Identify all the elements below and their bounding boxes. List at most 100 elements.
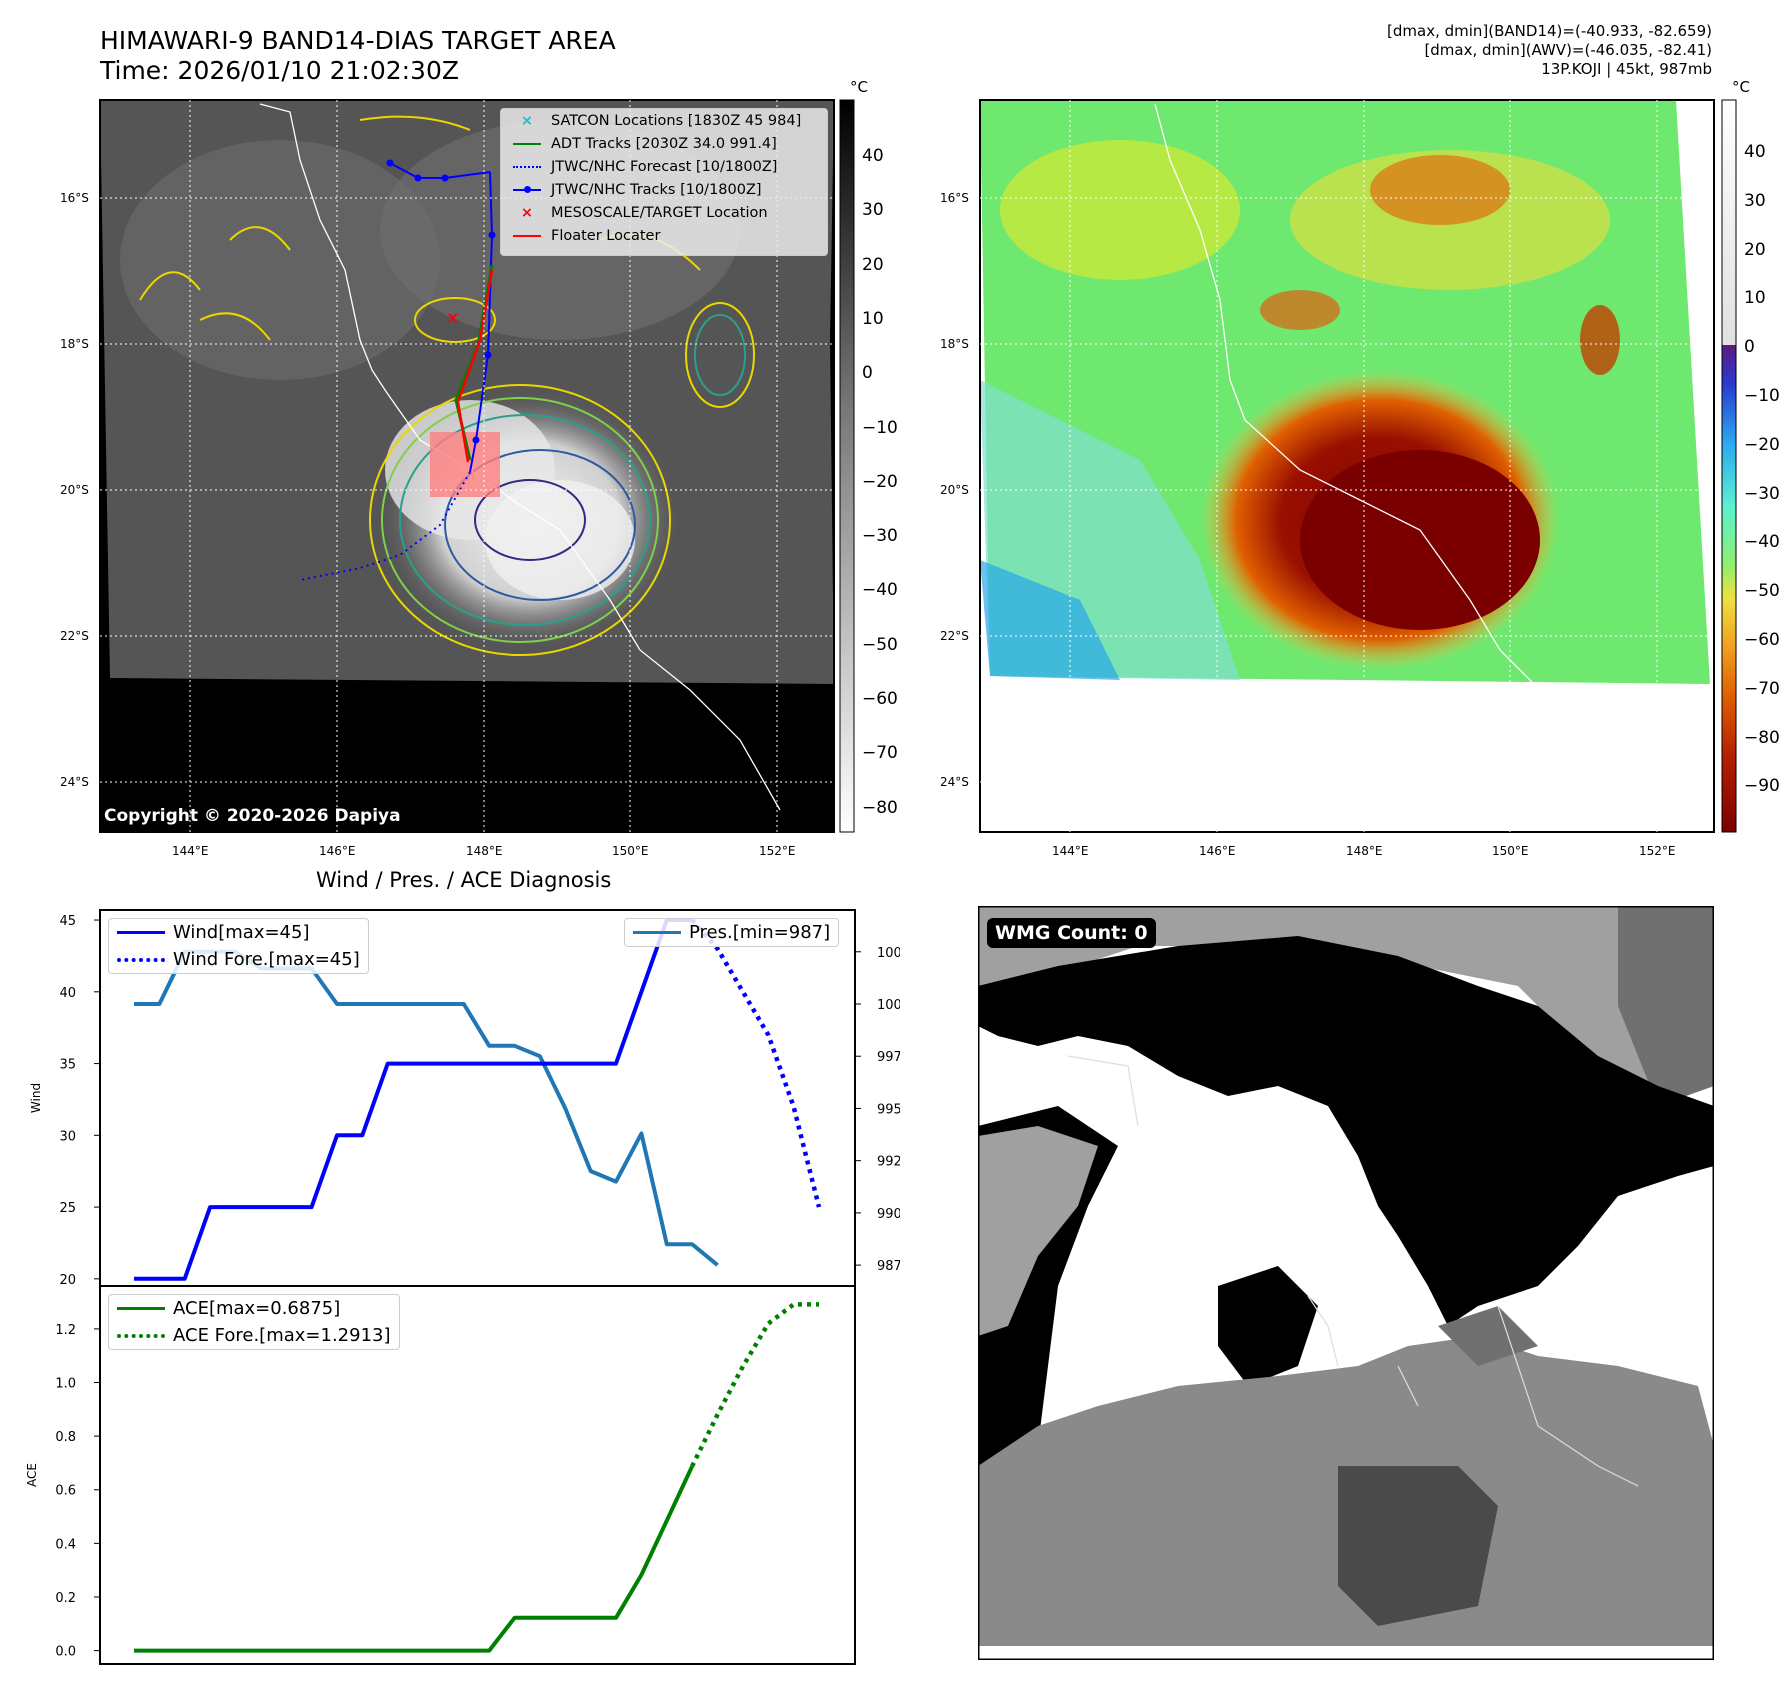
color-colorbar-unit: °C <box>1732 78 1750 96</box>
colorbar-tick-label: 20 <box>1744 239 1766 260</box>
ace-tick-label: 1.2 <box>55 1323 76 1338</box>
colorbar-tick-label: −60 <box>1744 630 1780 650</box>
ace-forecast-line <box>690 1302 819 1468</box>
colorbar-tick-label: 30 <box>862 200 884 221</box>
pressure-tick-label: 987.5 <box>877 1259 900 1274</box>
ace-tick-label: 0.8 <box>55 1430 76 1445</box>
lon-label: 152°E <box>759 844 796 858</box>
ace-tick-label: 0.2 <box>55 1591 76 1606</box>
lat-label: 24°S <box>60 775 89 789</box>
colorbar-tick-label: 10 <box>1744 288 1766 309</box>
lat-label: 24°S <box>940 775 969 789</box>
lat-label: 16°S <box>60 191 89 205</box>
colorbar-tick-label: −10 <box>862 417 898 438</box>
legend-jtwc-tracks: JTWC/NHC Tracks [10/1800Z] <box>501 178 827 201</box>
legend-adt: ADT Tracks [2030Z 34.0 991.4] <box>501 132 827 155</box>
colorbar-tick-label: −10 <box>1744 386 1780 406</box>
lat-label: 22°S <box>60 629 89 643</box>
pressure-legend: Pres.[min=987] <box>624 918 840 947</box>
lon-label: 148°E <box>1346 844 1383 858</box>
colorbar-tick-label: 0 <box>1744 337 1755 358</box>
ace-legend: ACE[max=0.6875] ACE Fore.[max=1.2913] <box>108 1294 400 1350</box>
wind-tick-label: 25 <box>59 1201 76 1216</box>
colorbar-tick-label: −60 <box>862 689 898 709</box>
wmg-panel <box>978 906 1714 1660</box>
colorbar-tick-label: 20 <box>862 254 884 275</box>
pressure-tick-label: 992.5 <box>877 1155 900 1170</box>
colorbar-tick-label: −50 <box>1744 581 1780 602</box>
svg-text:×: × <box>446 308 459 327</box>
ace-tick-label: 0.4 <box>55 1537 76 1552</box>
lat-label: 16°S <box>940 191 969 205</box>
legend-pressure: Pres.[min=987] <box>625 919 838 946</box>
colorbar-tick-label: −70 <box>862 743 898 764</box>
lon-label: 148°E <box>466 844 503 858</box>
lon-label: 150°E <box>612 844 649 858</box>
pressure-tick-label: 1002.5 <box>877 946 900 961</box>
lat-label: 22°S <box>940 629 969 643</box>
ace-axis-label: ACE <box>25 1463 39 1487</box>
legend-jtwc-forecast: JTWC/NHC Forecast [10/1800Z] <box>501 155 827 178</box>
lat-label: 18°S <box>940 337 969 351</box>
lon-label: 144°E <box>172 844 209 858</box>
legend-satcon: × SATCON Locations [1830Z 45 984] <box>520 112 802 129</box>
wind-tick-label: 45 <box>59 914 76 929</box>
copyright-text: Copyright © 2020-2026 Dapiya <box>104 806 401 826</box>
map-legend: × SATCON Locations [1830Z 45 984] ADT Tra… <box>500 108 828 256</box>
wind-line <box>134 918 693 1281</box>
legend-floater: Floater Locater <box>501 224 827 247</box>
pressure-line <box>134 949 719 1267</box>
colorbar-tick-label: −40 <box>862 580 898 601</box>
wind-tick-label: 35 <box>59 1058 76 1073</box>
colorbar-tick-label: −20 <box>1744 434 1780 455</box>
colorbar-tick-label: 40 <box>862 146 884 166</box>
figure-title: HIMAWARI-9 BAND14-DIAS TARGET AREA Time:… <box>100 26 616 85</box>
ace-line <box>134 1465 694 1653</box>
pressure-tick-label: 997.5 <box>877 1050 900 1065</box>
band14-stats: [dmax, dmin](BAND14)=(-40.933, -82.659) <box>1387 22 1712 40</box>
ace-axes <box>99 1285 856 1665</box>
lon-label: 144°E <box>1052 844 1089 858</box>
stats-block: [dmax, dmin](BAND14)=(-40.933, -82.659) … <box>1387 22 1712 79</box>
colorbar-tick-label: 10 <box>862 308 884 329</box>
legend-wind: Wind[max=45] <box>109 919 368 946</box>
wind-legend: Wind[max=45] Wind Fore.[max=45] <box>108 918 369 974</box>
wind-tick-label: 40 <box>59 986 76 1001</box>
colorbar-tick-label: −90 <box>1744 776 1780 797</box>
legend-ace-forecast: ACE Fore.[max=1.2913] <box>109 1322 399 1349</box>
wind-forecast-line <box>690 918 822 1208</box>
colorbar-tick-label: 40 <box>1744 142 1766 162</box>
pressure-tick-label: 995.0 <box>877 1102 900 1117</box>
ace-tick-label: 1.0 <box>55 1377 76 1392</box>
colorbar-tick-label: −30 <box>862 526 898 547</box>
grayscale-ir-map: × <box>99 99 1737 833</box>
wind-axis-label: Wind <box>29 1083 43 1113</box>
legend-wind-forecast: Wind Fore.[max=45] <box>109 946 368 973</box>
colorbar-tick-label: −40 <box>1744 532 1780 553</box>
lon-label: 150°E <box>1492 844 1529 858</box>
lon-label: 146°E <box>319 844 356 858</box>
gray-colorbar-unit: °C <box>850 78 868 96</box>
lat-label: 20°S <box>940 483 969 497</box>
colorbar-tick-label: 0 <box>862 363 873 384</box>
wind-tick-label: 30 <box>59 1129 76 1144</box>
wmg-count-badge: WMG Count: 0 <box>987 918 1156 948</box>
colorbar-tick-label: −20 <box>862 471 898 492</box>
colorbar-tick-label: −50 <box>862 634 898 655</box>
colorbar-tick-label: −80 <box>862 797 898 818</box>
colorbar-tick-label: −70 <box>1744 678 1780 699</box>
lon-label: 152°E <box>1639 844 1676 858</box>
awv-stats: [dmax, dmin](AWV)=(-46.035, -82.41) <box>1424 41 1712 59</box>
legend-ace: ACE[max=0.6875] <box>109 1295 399 1322</box>
ace-tick-label: 0.6 <box>55 1484 76 1499</box>
lat-label: 18°S <box>60 337 89 351</box>
diagnosis-chart: 20 25 30 35 40 45 987.5 990.0 992.5 995.0 997.5 100… <box>25 909 900 1665</box>
wind-tick-label: 20 <box>59 1273 76 1288</box>
colorbar-tick-label: −30 <box>1744 483 1780 504</box>
lat-label: 20°S <box>60 483 89 497</box>
storm-info: 13P.KOJI | 45kt, 987mb <box>1541 60 1712 78</box>
colorbar-tick-label: −80 <box>1744 727 1780 748</box>
legend-mesoscale: × MESOSCALE/TARGET Location <box>520 204 768 221</box>
pressure-tick-label: 990.0 <box>877 1207 900 1222</box>
